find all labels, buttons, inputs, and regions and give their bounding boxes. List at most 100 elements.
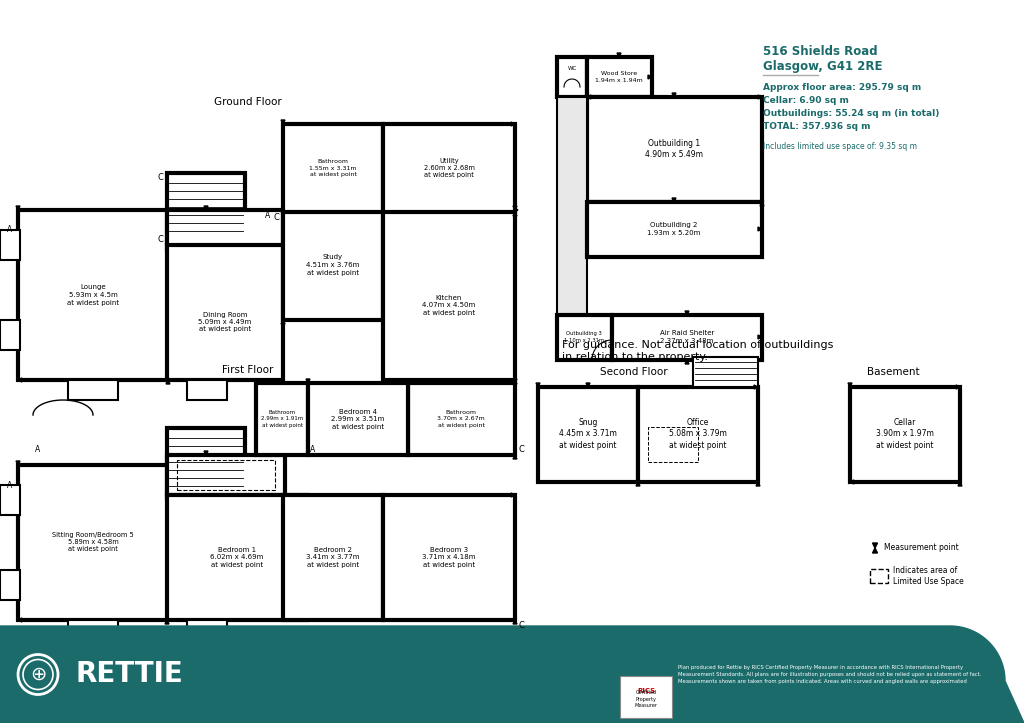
Bar [68, 380, 118, 400]
Text: Bedroom 1
6.02m x 4.69m
at widest point: Bedroom 1 6.02m x 4.69m at widest point [210, 547, 264, 568]
Bar [620, 676, 672, 718]
Bar [693, 357, 758, 387]
Bar [612, 315, 762, 360]
Text: Certified
Property
Measurer: Certified Property Measurer [635, 690, 657, 708]
Text: Study
4.51m x 3.76m
at widest point: Study 4.51m x 3.76m at widest point [306, 254, 359, 275]
Text: WC: WC [567, 67, 577, 72]
Polygon shape [685, 311, 689, 315]
Text: Lounge
5.93m x 4.5m
at widest point: Lounge 5.93m x 4.5m at widest point [67, 284, 119, 306]
Bar [850, 387, 961, 482]
Polygon shape [586, 383, 590, 387]
Polygon shape [16, 461, 20, 465]
Text: Glasgow, G41 2RE: Glasgow, G41 2RE [763, 60, 883, 73]
Text: Measurement point: Measurement point [884, 544, 958, 552]
Text: A: A [265, 210, 270, 220]
Text: First Floor: First Floor [222, 365, 273, 375]
Polygon shape [18, 618, 22, 622]
Bar [68, 620, 118, 640]
Bar [167, 455, 285, 495]
Polygon shape [848, 383, 852, 387]
Polygon shape [617, 53, 621, 57]
Polygon shape [513, 379, 517, 383]
Polygon shape [281, 120, 285, 124]
Bar [870, 569, 888, 583]
Bar [557, 97, 587, 317]
Polygon shape [636, 482, 640, 486]
Text: Indicates area of
Limited Use Space: Indicates area of Limited Use Space [893, 565, 964, 586]
Text: Outbuildings: 55.24 sq m (in total): Outbuildings: 55.24 sq m (in total) [763, 109, 939, 118]
Text: C: C [518, 445, 524, 455]
Text: Plan produced for Rettie by RICS Certified Property Measurer in accordance with : Plan produced for Rettie by RICS Certifi… [678, 665, 981, 684]
Text: 516 Shields Road: 516 Shields Road [763, 45, 878, 58]
Text: Basement: Basement [866, 367, 920, 377]
Bar [587, 57, 652, 97]
Polygon shape [513, 380, 517, 384]
Polygon shape [756, 482, 760, 486]
Bar [256, 383, 308, 455]
Bar [0, 485, 20, 515]
Bar [18, 465, 168, 620]
Text: Kitchen
4.07m x 4.50m
at widest point: Kitchen 4.07m x 4.50m at widest point [422, 294, 475, 315]
Text: Outbuilding 3
1.10m x 2.31m: Outbuilding 3 1.10m x 2.31m [564, 331, 604, 343]
Text: Air Raid Shelter
2.37m x 3.48m: Air Raid Shelter 2.37m x 3.48m [659, 330, 714, 343]
Bar [0, 230, 20, 260]
Bar [0, 570, 20, 600]
Polygon shape [511, 122, 515, 126]
Bar [538, 387, 638, 482]
Bar [167, 210, 283, 250]
Bar [167, 495, 307, 620]
Text: C: C [273, 213, 279, 221]
Bar [187, 620, 227, 640]
Polygon shape [166, 380, 170, 384]
Polygon shape [511, 493, 515, 497]
Bar [383, 124, 515, 212]
Bar [648, 427, 698, 462]
Text: Approx floor area: 295.79 sq m: Approx floor area: 295.79 sq m [763, 83, 922, 92]
Polygon shape [587, 95, 591, 99]
Bar [18, 210, 168, 380]
Bar [0, 320, 20, 350]
Polygon shape [872, 548, 878, 553]
Bar [167, 245, 283, 380]
Bar [283, 124, 383, 212]
Text: RICS: RICS [637, 688, 655, 694]
Polygon shape [754, 385, 758, 389]
Text: C: C [157, 236, 163, 244]
Polygon shape [16, 206, 20, 210]
Text: A: A [7, 226, 12, 234]
Text: Second Floor: Second Floor [600, 367, 668, 377]
Text: Bedroom 3
3.71m x 4.18m
at widest point: Bedroom 3 3.71m x 4.18m at widest point [422, 547, 476, 568]
Polygon shape [536, 383, 540, 387]
Polygon shape [204, 451, 208, 455]
Text: Office
5.08m x 3.79m
at widest point: Office 5.08m x 3.79m at widest point [669, 419, 727, 450]
Polygon shape [872, 543, 878, 548]
Polygon shape [165, 620, 169, 624]
Polygon shape [672, 198, 676, 202]
Polygon shape [0, 626, 1024, 723]
Text: Bathroom
2.99m x 1.91m
at widest point: Bathroom 2.99m x 1.91m at widest point [261, 410, 303, 428]
Polygon shape [513, 455, 517, 459]
Text: For guidance. Not actual location of outbuildings
in relation to the property.: For guidance. Not actual location of out… [562, 340, 834, 362]
Text: A: A [7, 481, 12, 489]
Polygon shape [760, 202, 764, 206]
Polygon shape [758, 95, 762, 99]
Polygon shape [204, 206, 208, 210]
Text: Bathroom
3.70m x 2.67m
at widest point: Bathroom 3.70m x 2.67m at widest point [437, 410, 485, 428]
Text: Snug
4.45m x 3.71m
at widest point: Snug 4.45m x 3.71m at widest point [559, 419, 616, 450]
Text: Wood Store
1.94m x 1.94m: Wood Store 1.94m x 1.94m [595, 72, 643, 82]
Polygon shape [956, 385, 961, 389]
Polygon shape [672, 93, 676, 97]
Bar [557, 315, 612, 360]
Text: C: C [157, 174, 163, 182]
Polygon shape [513, 206, 517, 210]
Polygon shape [281, 320, 285, 324]
Text: A: A [36, 445, 41, 455]
Bar [638, 387, 758, 482]
Bar [557, 57, 587, 97]
Bar [383, 210, 515, 380]
Bar [0, 626, 950, 723]
Text: Outbuilding 1
4.90m x 5.49m: Outbuilding 1 4.90m x 5.49m [645, 139, 703, 159]
Polygon shape [513, 212, 517, 216]
Text: TOTAL: 357.936 sq m: TOTAL: 357.936 sq m [763, 122, 870, 131]
Bar [308, 383, 408, 455]
